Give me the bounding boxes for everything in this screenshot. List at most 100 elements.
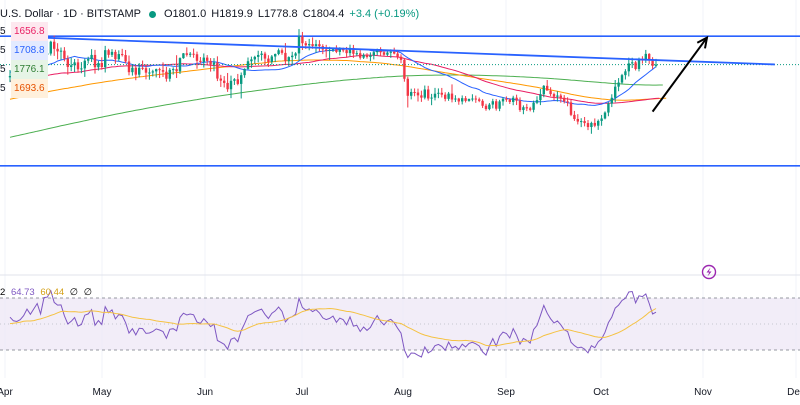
candle-body — [518, 100, 522, 111]
candle-body — [593, 122, 596, 126]
low-value: L1778.8 — [257, 8, 298, 20]
candle-body — [233, 79, 236, 81]
candle-body — [399, 56, 403, 60]
market-status-dot — [148, 10, 156, 18]
candle-body — [93, 54, 97, 68]
x-tick-label: Aug — [394, 387, 412, 398]
candle-body — [165, 71, 168, 79]
candle-body — [413, 91, 416, 93]
ma-legend-row[interactable]: 5 1708.8 — [0, 41, 48, 60]
candle-body — [144, 68, 148, 73]
candle-body — [440, 92, 443, 95]
lightning-icon[interactable] — [701, 264, 717, 280]
candle-body — [257, 54, 260, 57]
candle-body — [450, 93, 454, 100]
candle-body — [175, 69, 178, 72]
candle-body — [301, 36, 304, 44]
candle-body — [151, 71, 154, 73]
candle-body — [114, 51, 117, 60]
indicator-icon-group[interactable] — [701, 264, 717, 280]
candle-body — [600, 118, 603, 121]
candle-body — [76, 62, 80, 70]
ma-legend-row[interactable]: 5 1656.8 — [0, 22, 48, 41]
candle-body — [121, 54, 124, 56]
candle-body — [80, 68, 83, 70]
candle-body — [87, 59, 90, 61]
candle-body — [532, 102, 535, 110]
candle-body — [53, 41, 56, 49]
candle-body — [430, 97, 433, 99]
candle-body — [127, 61, 131, 73]
ma-legend-value: 1708.8 — [11, 41, 48, 60]
candle-body — [8, 75, 12, 78]
ma-legend-row[interactable]: 5 1693.6 — [0, 79, 48, 98]
candle-body — [172, 69, 175, 71]
candle-body — [549, 90, 552, 95]
candle-body — [199, 60, 202, 62]
candle-body — [406, 78, 409, 96]
candle-body — [110, 51, 114, 55]
candle-body — [393, 51, 396, 54]
candle-body — [488, 104, 491, 110]
candle-body — [117, 54, 120, 60]
candle-body — [250, 59, 253, 62]
candle-body — [291, 55, 294, 58]
candle-body — [148, 72, 151, 74]
candle-body — [104, 50, 107, 68]
candle-body — [355, 53, 358, 55]
candle-body — [620, 75, 624, 83]
candle-body — [583, 121, 586, 124]
ma-legend: 5 1656.8 5 1708.8 5 1776.1 5 1693.6 — [0, 22, 48, 98]
candle-body — [386, 52, 389, 55]
candle-body — [444, 94, 447, 99]
candle-body — [49, 41, 52, 54]
x-tick-label: Apr — [0, 387, 13, 398]
candle-body — [457, 98, 460, 102]
candle-body — [420, 95, 423, 98]
symbol-title[interactable]: U.S. Dollar · 1D · BITSTAMP — [0, 8, 141, 20]
candle-body — [253, 56, 256, 60]
candle-body — [648, 53, 651, 60]
ma-legend-key: 5 — [0, 64, 6, 75]
candle-body — [277, 50, 280, 55]
ma-legend-row[interactable]: 5 1776.1 — [0, 60, 48, 79]
candle-body — [287, 57, 290, 62]
candle-body — [314, 44, 318, 46]
candle-body — [464, 98, 467, 101]
x-tick-label: Oct — [593, 387, 609, 398]
ma-legend-value: 1656.8 — [11, 22, 48, 41]
candle-body — [539, 94, 542, 101]
candle-body — [461, 98, 464, 102]
ma-legend-key: 5 — [0, 83, 6, 94]
ma-legend-key: 5 — [0, 26, 6, 37]
candle-body — [212, 62, 216, 65]
candle-body — [209, 60, 212, 65]
candle-body — [522, 107, 525, 111]
candle-body — [280, 50, 284, 53]
trendline-group — [33, 35, 775, 113]
candle-body — [260, 53, 263, 55]
candle-body — [216, 62, 219, 79]
candle-body — [83, 60, 86, 69]
rsi-legend[interactable]: 2 64.73 60.44 ∅ ∅ — [0, 287, 95, 298]
lightning-icon-ring — [701, 264, 717, 280]
candle-body — [474, 98, 477, 100]
candle-body — [158, 69, 161, 71]
candle-body — [515, 97, 518, 101]
candle-body — [342, 49, 345, 51]
candle-body — [484, 105, 488, 110]
candle-body — [70, 65, 73, 67]
candle-body — [267, 58, 270, 63]
candle-body — [318, 44, 321, 47]
sma-100-line — [9, 59, 667, 101]
candle-body — [563, 97, 566, 102]
candle-body — [223, 80, 226, 83]
candle-body — [56, 48, 59, 52]
candle-body — [161, 70, 165, 72]
candle-body — [246, 61, 250, 69]
candle-body — [226, 82, 229, 90]
candle-body — [365, 55, 369, 57]
candle-body — [573, 114, 576, 119]
